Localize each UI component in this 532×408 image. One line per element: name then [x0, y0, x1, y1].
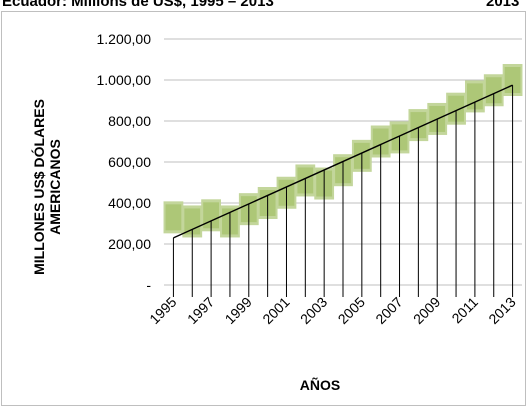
x-tick-label: 1997 [184, 294, 217, 327]
x-axis-title: AÑOS [300, 376, 340, 393]
y-axis-title-line1: MILLONES US$ DÓLARES [30, 99, 47, 275]
y-tick-label: 600,00 [108, 154, 151, 170]
header-strip: Ecuador: Millions de US$, 1995 – 2013 20… [0, 0, 532, 11]
bar-shade [467, 83, 483, 110]
bar-shade [448, 95, 464, 122]
drop-line-layer [172, 85, 514, 297]
x-tick-label: 2007 [372, 294, 405, 327]
bar [483, 74, 504, 107]
bar-shade [372, 128, 389, 155]
x-tick-label: 2009 [410, 294, 443, 327]
x-tick-label: 2013 [485, 294, 518, 327]
bar-shade [165, 204, 182, 231]
x-tick-label: 2011 [448, 294, 481, 327]
y-tick-label: 1.000,00 [97, 72, 152, 88]
header-title: Ecuador: Millions de US$, 1995 – 2013 [2, 0, 274, 10]
bar [163, 201, 184, 234]
y-tick-label: 400,00 [108, 195, 151, 211]
y-tick-label: 800,00 [108, 113, 151, 129]
y-tick-label: 1.200,00 [97, 31, 152, 47]
trendline-layer [173, 84, 513, 239]
y-axis-title: MILLONES US$ DÓLARES AMERICANOS [30, 99, 63, 275]
y-tick-label: - [146, 277, 151, 293]
bar [446, 92, 466, 125]
x-tick-label: 2003 [297, 294, 330, 327]
y-axis-title-line2: AMERICANOS [47, 139, 63, 235]
bar [370, 125, 391, 158]
header-right-fragment: 2013 [486, 0, 520, 10]
chart-frame: - 200,00 400,00 600,00 800,00 1.000,00 1.200,0… [1, 11, 526, 406]
x-tick-label: 1995 [146, 294, 179, 327]
x-tick-label: 2001 [259, 294, 292, 327]
x-tick-layer: 1995 1997 1999 2001 2003 2005 2007 2009 2011 2013 [146, 294, 519, 327]
y-tick-label: 200,00 [108, 236, 151, 252]
bar-shade [203, 202, 219, 229]
y-tick-layer: - 200,00 400,00 600,00 800,00 1.000,00 1.200,0… [97, 31, 152, 293]
x-tick-label: 1999 [222, 294, 255, 327]
chart-svg: - 200,00 400,00 600,00 800,00 1.000,00 1.200,0… [30, 31, 523, 393]
bar-shade [410, 112, 427, 139]
bar-shade [485, 77, 502, 104]
x-tick-label: 2005 [335, 294, 368, 327]
trendline [173, 84, 513, 239]
bar [408, 109, 429, 142]
